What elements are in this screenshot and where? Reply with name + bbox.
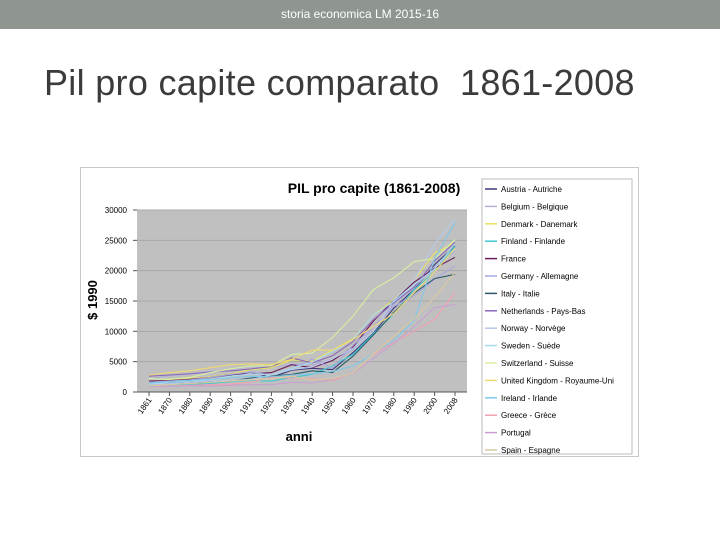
header-text: storia economica LM 2015-16 [280,7,440,21]
x-tick-label: 1970 [360,396,378,416]
legend-label: Belgium - Belgique [501,202,569,211]
x-axis-label: anni [286,429,313,444]
y-axis: 0 5000 10000 15000 20000 25000 30000 [105,206,137,397]
x-tick-label: 1870 [156,396,174,416]
x-tick-label: 2008 [442,396,460,416]
y-tick-label: 10000 [105,327,128,336]
x-tick-label: 1980 [381,396,399,416]
x-tick-label: 1890 [197,396,215,416]
legend-label: Austria - Autriche [501,185,562,194]
legend-label: Norway - Norvège [501,324,566,333]
y-tick-label: 25000 [105,236,128,245]
legend: Austria - Autriche Belgium - Belgique Denm… [481,178,633,455]
series-line [148,247,456,376]
legend-label: Finland - Finlande [501,237,566,246]
x-tick-label: 1880 [177,396,195,416]
x-tick-label: 2000 [422,396,440,416]
x-tick-label: 1930 [279,396,297,416]
series-line [148,304,456,388]
legend-label: Ireland - Irlande [501,394,558,403]
x-tick-label: 1990 [401,396,419,416]
series-line [148,218,456,385]
x-tick-label: 1861 [136,396,154,416]
y-tick-label: 30000 [105,206,128,215]
y-tick-label: 20000 [105,267,128,276]
legend-label: Sweden - Suède [501,342,561,351]
y-axis-label: $ 1990 [85,280,100,320]
legend-label: United Kingdom - Royaume-Uni [501,376,614,385]
chart-figure: 0 5000 10000 15000 20000 25000 30000 1861 1870 1… [80,167,639,457]
y-tick-label: 5000 [109,358,127,367]
series-line [148,265,456,383]
legend-label: Denmark - Danemark [501,220,578,229]
series-line [148,241,456,377]
series-lines [148,218,456,388]
x-tick-label: 1910 [238,396,256,416]
y-tick-label: 15000 [105,297,128,306]
x-tick-label: 1960 [340,396,358,416]
slide-title: Pil pro capite comparato 1861-2008 [44,62,635,103]
series-line [148,243,456,385]
x-tick-label: 1900 [218,396,236,416]
legend-label: Switzerland - Suisse [501,359,574,368]
header-bar: storia economica LM 2015-16 [0,0,720,29]
x-tick-label: 1940 [299,396,317,416]
legend-label: Portugal [501,429,531,438]
chart-title: PIL pro capite (1861-2008) [288,180,460,196]
legend-label: Spain - Espagne [501,446,561,455]
x-tick-label: 1950 [320,396,338,416]
legend-label: Italy - Italie [501,289,540,298]
series-line [148,222,456,384]
legend-box [481,178,633,455]
legend-label: Netherlands - Pays-Bas [501,307,585,316]
y-tick-label: 0 [123,388,128,397]
legend-label: Germany - Allemagne [501,272,579,281]
legend-label: Greece - Grèce [501,411,557,420]
series-line [148,272,456,387]
legend-label: France [501,255,526,264]
x-axis: 1861 1870 1880 1890 1900 1910 1920 1930 1940 1950… [136,391,467,416]
series-line [148,239,456,380]
x-tick-label: 1920 [258,396,276,416]
